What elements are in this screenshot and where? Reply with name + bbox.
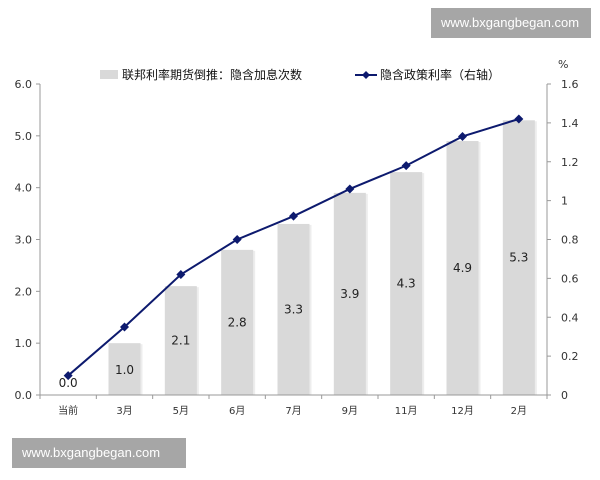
x-tick-label: 7月 bbox=[285, 405, 301, 417]
right-tick-label: 1.4 bbox=[561, 117, 579, 130]
legend: 联邦利率期货倒推：隐含加息次数 隐含政策利率（右轴） bbox=[100, 67, 500, 82]
x-tick-label: 12月 bbox=[451, 405, 474, 417]
line-marker bbox=[401, 161, 411, 171]
x-tick-label: 当前 bbox=[58, 404, 78, 417]
bar-data-label: 2.8 bbox=[228, 315, 247, 329]
right-tick-label: 1.2 bbox=[561, 156, 579, 169]
right-tick-label: 0.2 bbox=[561, 350, 579, 363]
bar-data-label: 4.3 bbox=[397, 277, 416, 291]
x-tick-label: 11月 bbox=[395, 405, 418, 417]
left-tick-label: 2.0 bbox=[15, 285, 33, 298]
bar-series bbox=[108, 120, 537, 396]
watermark-top: www.bxgangbegan.com bbox=[431, 8, 591, 38]
right-tick-label: 1.6 bbox=[561, 78, 579, 91]
x-tick-label: 3月 bbox=[116, 405, 132, 417]
line-marker bbox=[120, 322, 129, 332]
x-tick-label: 5月 bbox=[173, 405, 189, 417]
bar bbox=[502, 120, 535, 396]
x-tick-label: 9月 bbox=[342, 405, 358, 417]
x-tick-label: 6月 bbox=[229, 405, 245, 417]
bar bbox=[277, 223, 310, 395]
right-tick-label: 0.8 bbox=[561, 234, 579, 247]
axes: 0.0 1.0 2.0 3.0 4.0 5.0 6.0 0 0.2 0.4 0.6 0.8 1 1.2 1.… bbox=[15, 58, 579, 417]
line-marker bbox=[514, 114, 524, 124]
watermark-bottom: www.bxgangbegan.com bbox=[12, 438, 186, 468]
bar bbox=[390, 172, 423, 395]
bar bbox=[221, 249, 254, 395]
line-marker bbox=[345, 184, 355, 194]
bar-data-label: 1.0 bbox=[115, 363, 134, 377]
bar-data-label: 2.1 bbox=[171, 334, 190, 348]
right-tick-label: 0.6 bbox=[561, 272, 579, 285]
bar-data-label: 3.3 bbox=[284, 302, 303, 316]
right-axis-unit: % bbox=[558, 58, 568, 71]
legend-bar-label: 联邦利率期货倒推：隐含加息次数 bbox=[122, 67, 302, 82]
left-tick-label: 1.0 bbox=[15, 337, 33, 350]
right-tick-label: 0 bbox=[561, 389, 568, 402]
line-series bbox=[63, 114, 524, 381]
bar bbox=[164, 286, 197, 395]
bar bbox=[333, 192, 366, 395]
bar-data-label: 0.0 bbox=[59, 376, 78, 390]
left-tick-label: 0.0 bbox=[15, 389, 33, 402]
bar-data-label: 5.3 bbox=[509, 251, 528, 265]
line-marker bbox=[63, 371, 73, 381]
left-tick-label: 3.0 bbox=[15, 234, 33, 247]
bar bbox=[108, 343, 141, 395]
left-tick-label: 5.0 bbox=[15, 130, 33, 143]
right-tick-label: 1 bbox=[561, 195, 568, 208]
left-tick-label: 4.0 bbox=[15, 182, 33, 195]
data-labels: 0.0 1.0 2.1 2.8 3.3 3.9 4.3 4.9 5.3 bbox=[59, 251, 529, 390]
bar bbox=[446, 141, 479, 395]
bar-data-label: 3.9 bbox=[340, 287, 359, 301]
line-marker bbox=[458, 131, 467, 141]
x-tick-label: 2月 bbox=[511, 405, 527, 417]
line-marker bbox=[289, 211, 298, 221]
legend-line-marker bbox=[362, 71, 370, 79]
legend-line-label: 隐含政策利率（右轴） bbox=[380, 67, 500, 82]
bar-data-label: 4.9 bbox=[453, 261, 472, 275]
line-marker bbox=[176, 269, 186, 279]
legend-bar-swatch bbox=[100, 70, 118, 79]
right-tick-label: 0.4 bbox=[561, 311, 579, 324]
left-tick-label: 6.0 bbox=[15, 78, 33, 91]
line-marker bbox=[232, 235, 242, 244]
